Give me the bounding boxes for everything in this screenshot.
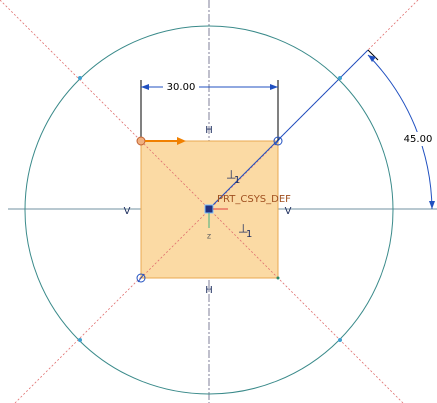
angle-arc <box>367 54 433 210</box>
corner-marker <box>273 136 283 146</box>
constraint-h: H <box>205 285 213 296</box>
angle-dimension: 45.00 <box>404 134 433 145</box>
constraint-v: V <box>124 206 131 217</box>
constraint-perpendicular: ⊥ <box>238 222 248 236</box>
point <box>338 76 342 80</box>
csys-axis-label: z <box>207 232 211 241</box>
direction-arrowhead <box>177 137 186 145</box>
corner-marker <box>136 136 146 146</box>
constraint-index: 1 <box>234 175 240 186</box>
circle <box>24 25 394 395</box>
point <box>338 338 342 342</box>
point <box>78 76 82 80</box>
angle-line <box>208 49 369 210</box>
corner-slash <box>274 136 282 146</box>
csys-origin <box>204 204 214 214</box>
csys-name: PRT_CSYS_DEF <box>217 194 291 205</box>
angle-label-bg <box>401 132 435 146</box>
point <box>276 276 280 280</box>
corner-slash <box>137 273 145 283</box>
point <box>78 338 82 342</box>
extension-line <box>367 49 379 61</box>
corner-marker <box>136 273 146 283</box>
dimension-label-bg <box>163 80 199 94</box>
width-dimension: 30.00 <box>167 82 196 93</box>
constraint-h: H <box>205 125 213 136</box>
constraint-v: V <box>285 206 292 217</box>
constraint-index: 1 <box>246 229 252 240</box>
constraint-perpendicular: ⊥ <box>226 168 236 182</box>
